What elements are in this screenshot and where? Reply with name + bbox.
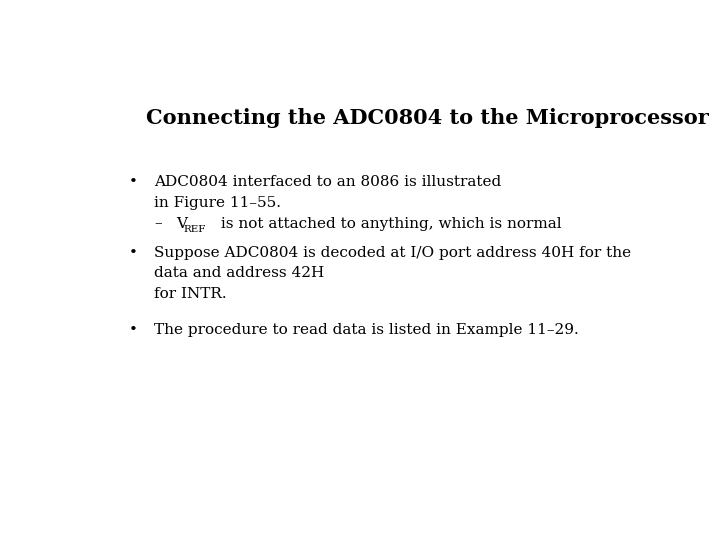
Text: V: V — [176, 217, 187, 231]
Text: REF: REF — [184, 225, 206, 234]
Text: The procedure to read data is listed in Example 11–29.: The procedure to read data is listed in … — [154, 322, 579, 336]
Text: for INTR.: for INTR. — [154, 287, 227, 301]
Text: –: – — [154, 217, 162, 231]
Text: ADC0804 interfaced to an 8086 is illustrated: ADC0804 interfaced to an 8086 is illustr… — [154, 175, 501, 189]
Text: •: • — [129, 322, 138, 336]
Text: in Figure 11–55.: in Figure 11–55. — [154, 196, 282, 210]
Text: is not attached to anything, which is normal: is not attached to anything, which is no… — [216, 217, 562, 231]
Text: •: • — [129, 175, 138, 189]
Text: •: • — [129, 246, 138, 260]
Text: Connecting the ADC0804 to the Microprocessor: Connecting the ADC0804 to the Microproce… — [145, 109, 708, 129]
Text: Suppose ADC0804 is decoded at I/O port address 40H for the: Suppose ADC0804 is decoded at I/O port a… — [154, 246, 631, 260]
Text: data and address 42H: data and address 42H — [154, 266, 325, 280]
